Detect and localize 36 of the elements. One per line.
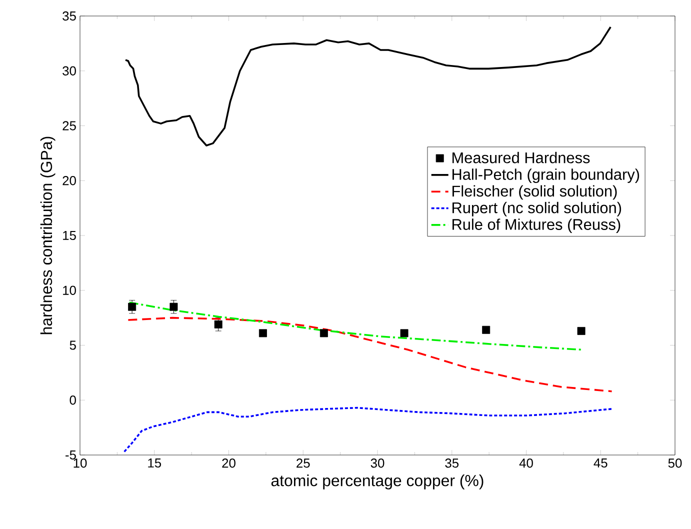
y-tick-label: 15 <box>63 230 76 240</box>
x-axis-title: atomic percentage copper (%) <box>271 474 484 490</box>
legend-label: Measured Hardness <box>452 152 590 164</box>
line-series <box>124 26 612 146</box>
point <box>170 302 178 311</box>
line-series <box>123 406 613 453</box>
x-tick-label: 40 <box>519 458 533 468</box>
x-tick-label: 50 <box>668 458 682 468</box>
y-tick-label: 25 <box>62 121 76 130</box>
point <box>577 326 586 335</box>
point <box>482 326 490 334</box>
legend-label: Rule of Mixtures (Reuss) <box>452 218 620 233</box>
x-tick-label: 15 <box>148 458 162 468</box>
line-series <box>127 316 613 392</box>
line-series <box>128 302 582 351</box>
y-tick-label: -5 <box>66 450 76 460</box>
legend-label: Hall-Petch (grain boundary) <box>452 168 640 183</box>
y-tick-label: 35 <box>62 11 76 21</box>
point <box>128 302 136 311</box>
point <box>258 329 267 338</box>
x-tick-label: 20 <box>222 458 236 468</box>
legend-label: Fleischer (solid solution) <box>452 185 617 200</box>
y-tick-label: 10 <box>63 286 76 295</box>
x-tick-label: 45 <box>594 458 608 468</box>
y-tick-label: 30 <box>62 66 76 76</box>
point <box>320 329 328 338</box>
y-axis-title: hardness contribution (GPa) <box>40 136 56 334</box>
x-tick-label: 35 <box>445 458 459 468</box>
point <box>400 329 408 338</box>
point <box>214 320 222 328</box>
legend-label: Rupert (nc solid solution) <box>452 202 622 216</box>
x-tick-label: 30 <box>370 458 384 468</box>
y-tick-label: 20 <box>62 176 76 186</box>
x-tick-label: 25 <box>296 458 310 468</box>
y-tick-label: 5 <box>70 340 76 350</box>
y-tick-label: 0 <box>70 396 76 405</box>
